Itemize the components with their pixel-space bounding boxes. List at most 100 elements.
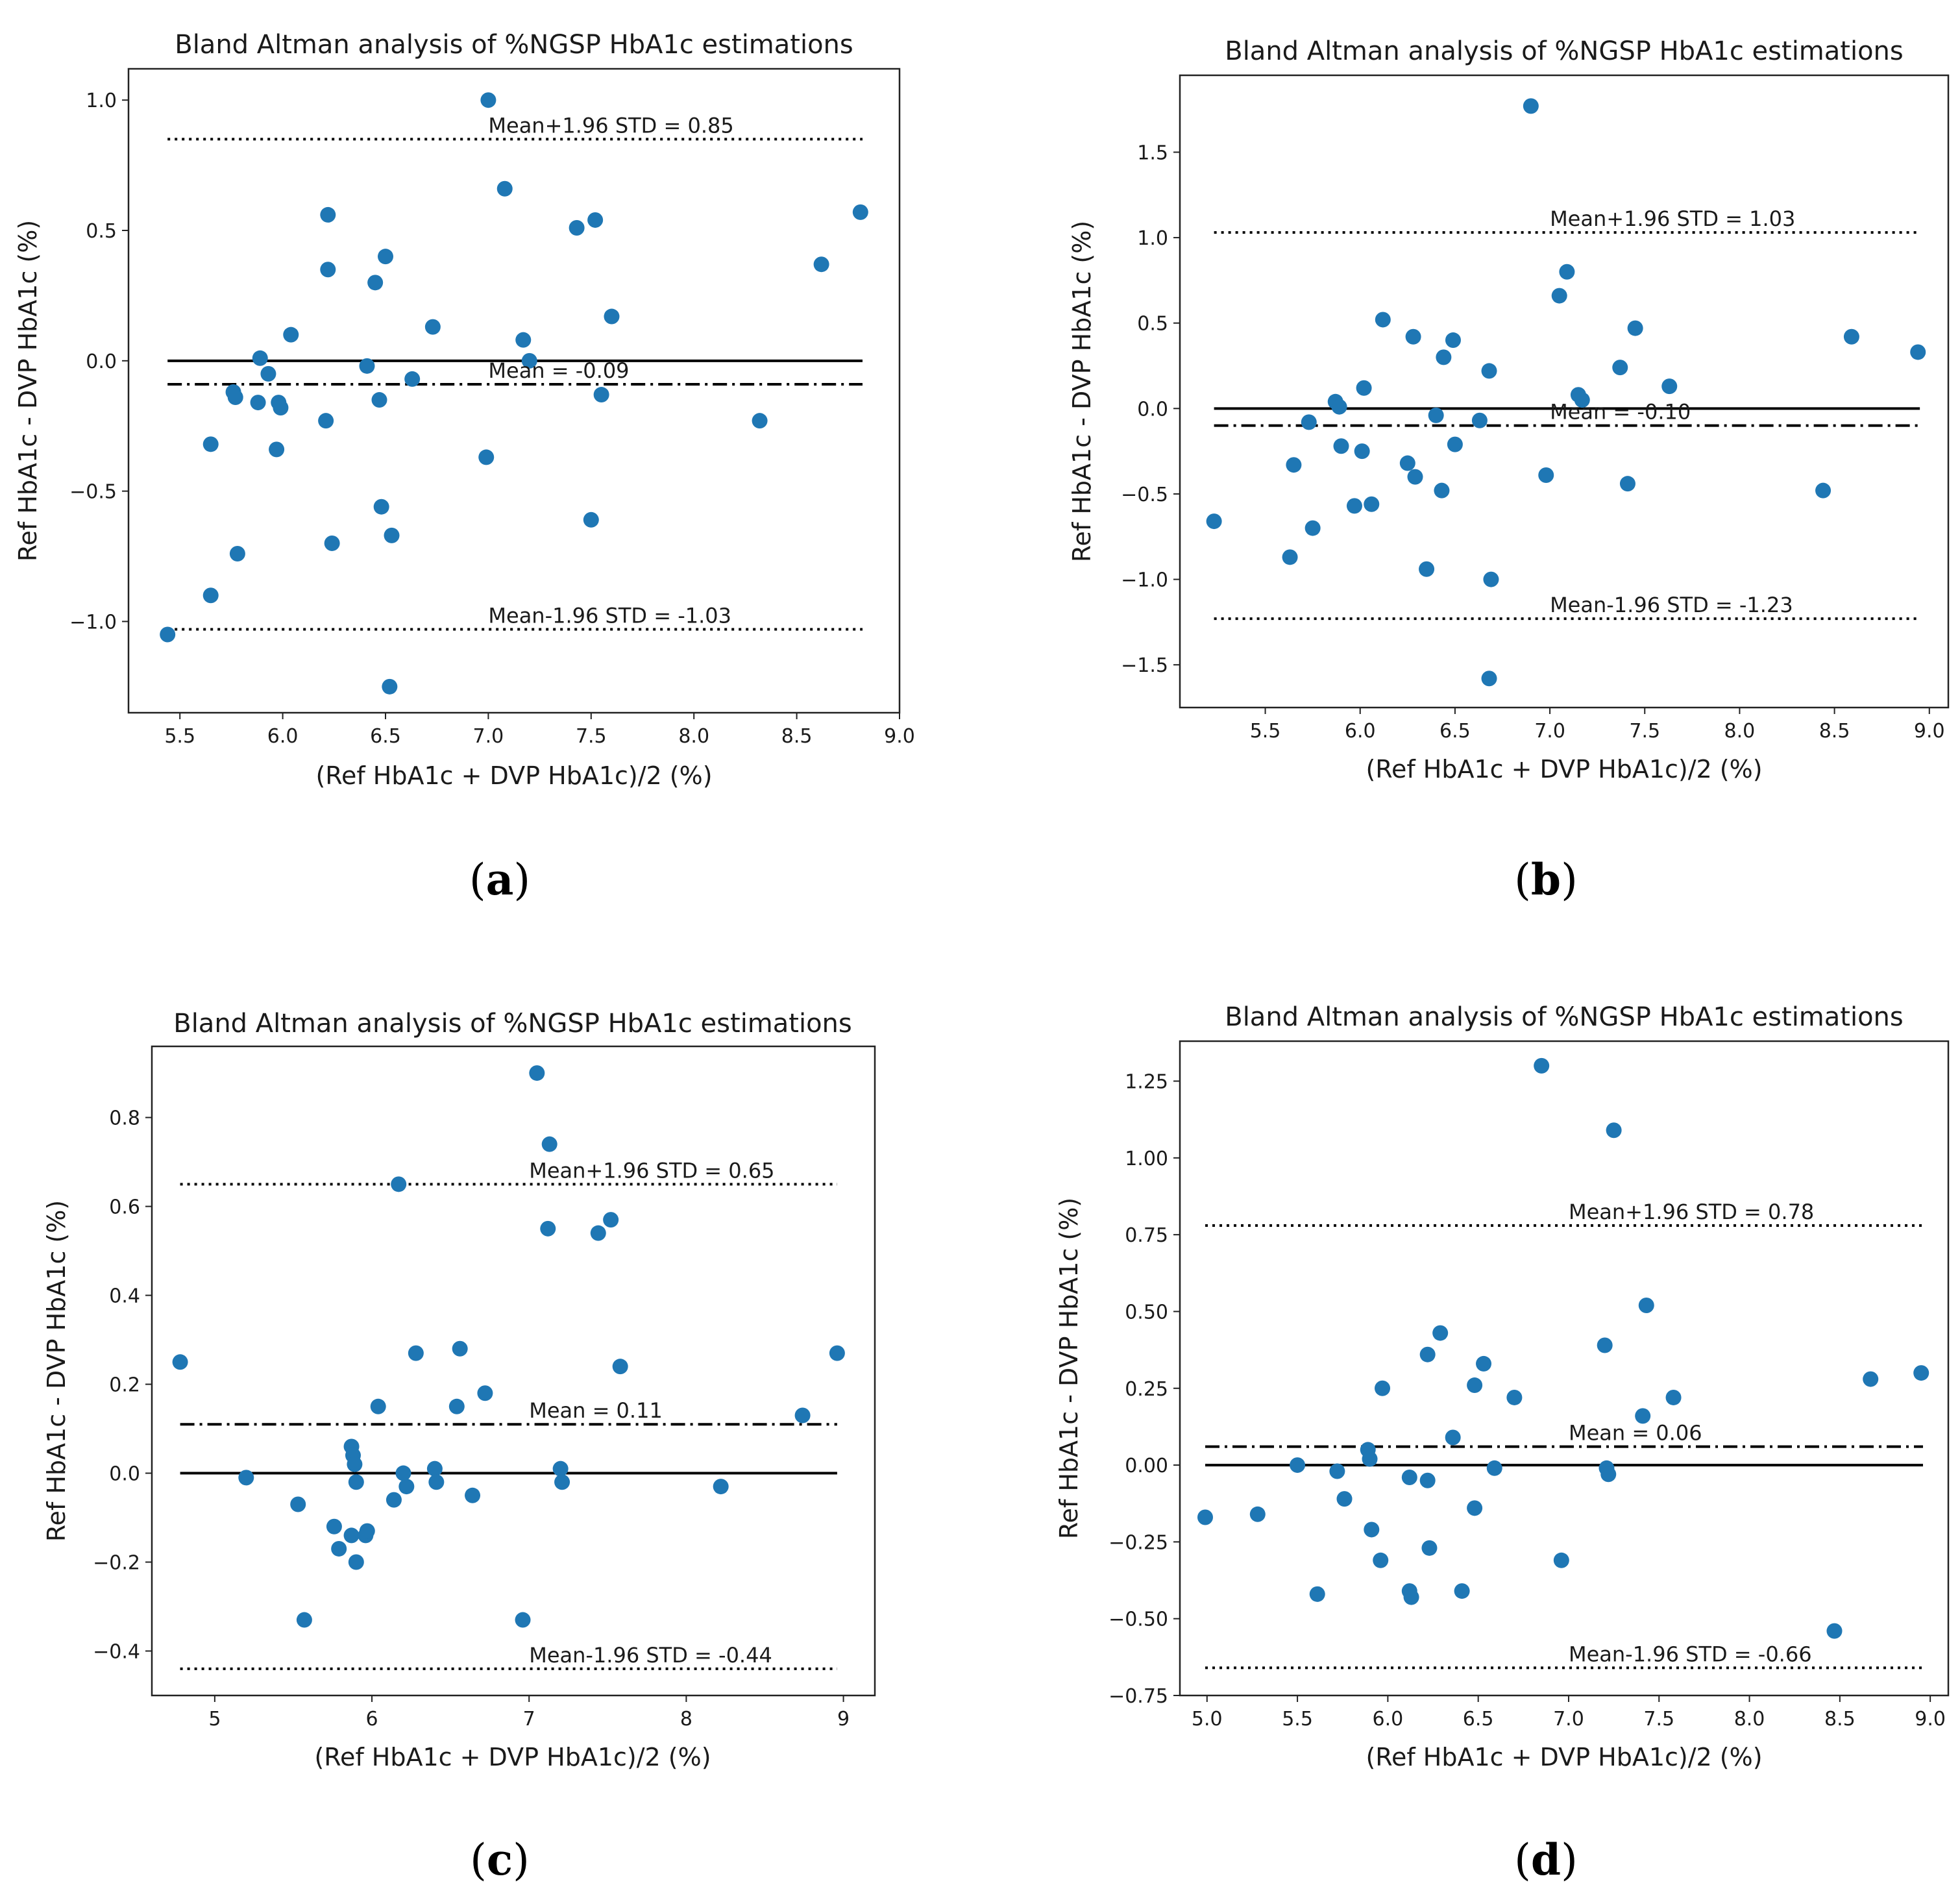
data-point: [465, 1487, 481, 1503]
data-point: [1329, 1463, 1345, 1479]
data-point: [496, 180, 513, 197]
data-point: [1364, 496, 1380, 512]
y-tick-label: −0.5: [1121, 484, 1168, 506]
data-point: [1476, 1355, 1492, 1372]
x-tick-label: 9: [837, 1708, 850, 1731]
data-point: [326, 1518, 342, 1534]
data-point: [1206, 513, 1222, 530]
data-point: [373, 499, 389, 515]
data-point: [1428, 407, 1444, 423]
data-point: [1635, 1408, 1651, 1424]
data-point: [320, 206, 336, 223]
data-point: [1309, 1586, 1325, 1602]
data-point: [593, 387, 609, 403]
data-point: [1600, 1466, 1617, 1483]
y-tick-label: 0.4: [109, 1285, 140, 1308]
data-point: [238, 1470, 254, 1486]
data-point: [1534, 1057, 1550, 1074]
y-tick-label: 0.6: [109, 1196, 140, 1219]
y-tick-label: −1.5: [1121, 654, 1168, 677]
data-point: [1305, 520, 1321, 536]
y-tick-label: 1.5: [1137, 142, 1168, 164]
lower-loa-annotation: Mean-1.96 STD = -0.66: [1569, 1642, 1812, 1666]
data-point: [1403, 1589, 1419, 1605]
panel-b: Bland Altman analysis of %NGSP HbA1c est…: [1068, 36, 1950, 783]
data-point: [426, 1460, 443, 1477]
data-point: [1483, 571, 1499, 587]
data-point: [1419, 561, 1435, 577]
data-point: [359, 358, 375, 374]
data-point: [521, 352, 537, 369]
x-axis-label: (Ref HbA1c + DVP HbA1c)/2 (%): [1366, 1743, 1762, 1771]
data-point: [452, 1340, 468, 1357]
upper-loa-annotation: Mean+1.96 STD = 0.78: [1569, 1200, 1814, 1224]
x-tick-label: 8.5: [781, 725, 813, 748]
x-tick-label: 6: [365, 1708, 378, 1731]
x-axis-label: (Ref HbA1c + DVP HbA1c)/2 (%): [314, 1743, 711, 1771]
data-point: [1421, 1540, 1438, 1556]
data-point: [1826, 1623, 1843, 1639]
chart-title: Bland Altman analysis of %NGSP HbA1c est…: [175, 30, 853, 60]
data-point: [229, 546, 245, 562]
data-point: [1282, 549, 1298, 565]
data-point: [1434, 482, 1450, 499]
data-point: [273, 400, 289, 416]
x-tick-label: 6.0: [1345, 720, 1376, 743]
x-tick-label: 8.5: [1824, 1708, 1856, 1731]
data-point: [172, 1354, 188, 1370]
data-point: [1364, 1522, 1380, 1538]
data-point: [1432, 1325, 1449, 1341]
data-point: [424, 319, 441, 335]
x-tick-label: 7.5: [576, 725, 607, 748]
data-point: [1606, 1122, 1622, 1139]
data-point: [569, 219, 585, 236]
panel-d: Bland Altman analysis of %NGSP HbA1c est…: [1055, 1002, 1950, 1771]
x-tick-label: 8: [680, 1708, 692, 1731]
data-point: [794, 1407, 811, 1424]
plot-frame: [127, 68, 901, 714]
data-point: [1362, 1451, 1378, 1467]
upper-loa-annotation: Mean+1.96 STD = 0.65: [529, 1158, 774, 1183]
data-point: [477, 1385, 493, 1401]
data-point: [1863, 1371, 1879, 1387]
data-point: [1481, 363, 1497, 379]
data-point: [829, 1345, 845, 1361]
data-point: [1399, 455, 1415, 471]
y-tick-label: −1.0: [69, 611, 117, 634]
y-axis-label: Ref HbA1c - DVP HbA1c (%): [1068, 221, 1096, 562]
data-point: [612, 1359, 628, 1375]
data-point: [752, 413, 768, 429]
x-tick-label: 6.0: [267, 725, 299, 748]
data-point: [1538, 467, 1554, 483]
data-point: [1910, 344, 1926, 360]
data-point: [480, 92, 496, 108]
mean-annotation: Mean = 0.06: [1569, 1421, 1702, 1446]
data-point: [290, 1496, 306, 1512]
panel-label-b: (b): [1514, 854, 1578, 905]
y-tick-label: 0.50: [1125, 1301, 1168, 1324]
x-tick-label: 8.0: [1734, 1708, 1765, 1731]
data-point: [395, 1465, 411, 1481]
y-tick-label: 0.0: [1137, 398, 1168, 421]
y-tick-label: 0.25: [1125, 1378, 1168, 1401]
data-point: [541, 1136, 557, 1152]
chart-title: Bland Altman analysis of %NGSP HbA1c est…: [1225, 1002, 1904, 1032]
data-point: [252, 350, 268, 366]
y-tick-label: 0.2: [109, 1374, 140, 1397]
data-point: [478, 449, 495, 465]
plot-frame: [151, 1045, 876, 1697]
data-point: [202, 436, 219, 452]
data-point: [1815, 482, 1831, 499]
panel-letter-b: b: [1531, 854, 1561, 905]
data-point: [370, 1398, 386, 1414]
data-point: [1354, 443, 1370, 460]
y-tick-label: −0.4: [93, 1641, 140, 1664]
upper-loa-annotation: Mean+1.96 STD = 1.03: [1550, 206, 1795, 231]
panel-c: Bland Altman analysis of %NGSP HbA1c est…: [42, 1009, 876, 1771]
y-tick-label: 0.5: [86, 220, 117, 243]
panel-label-d: (d): [1514, 1834, 1578, 1885]
data-point: [378, 249, 393, 265]
data-point: [813, 256, 829, 273]
data-point: [1197, 1509, 1214, 1525]
